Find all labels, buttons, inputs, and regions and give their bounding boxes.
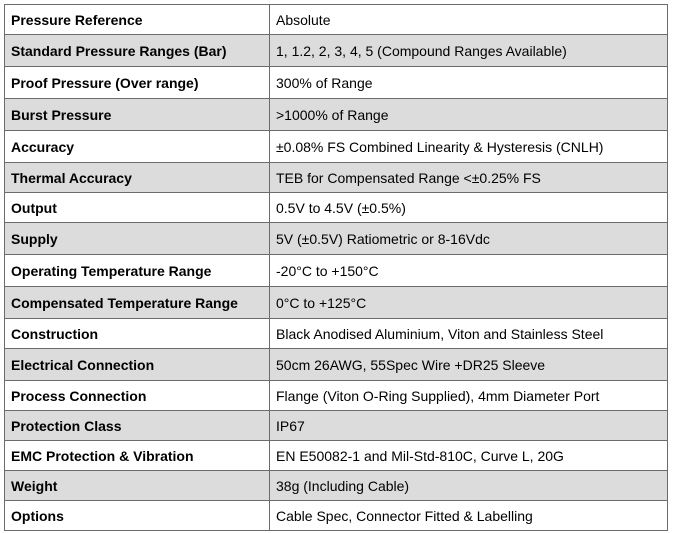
spec-value: IP67 [269, 410, 668, 441]
spec-row-construction: Construction Black Anodised Aluminium, V… [4, 318, 668, 349]
spec-label: Output [4, 192, 270, 223]
spec-value: Flange (Viton O-Ring Supplied), 4mm Diam… [269, 380, 668, 411]
spec-value: Absolute [269, 4, 668, 35]
spec-label: Standard Pressure Ranges (Bar) [4, 34, 270, 67]
spec-table: Pressure Reference Absolute Standard Pre… [4, 4, 668, 531]
spec-row-operating-temperature-range: Operating Temperature Range -20°C to +15… [4, 254, 668, 287]
spec-value: TEB for Compensated Range <±0.25% FS [269, 162, 668, 193]
spec-value: 0.5V to 4.5V (±0.5%) [269, 192, 668, 223]
spec-value: 5V (±0.5V) Ratiometric or 8-16Vdc [269, 222, 668, 255]
spec-label: Accuracy [4, 130, 270, 163]
spec-value: 300% of Range [269, 66, 668, 99]
spec-table-body: Pressure Reference Absolute Standard Pre… [4, 4, 668, 531]
spec-row-accuracy: Accuracy ±0.08% FS Combined Linearity & … [4, 130, 668, 163]
spec-label: Supply [4, 222, 270, 255]
spec-value: -20°C to +150°C [269, 254, 668, 287]
spec-value: ±0.08% FS Combined Linearity & Hysteresi… [269, 130, 668, 163]
spec-row-protection-class: Protection Class IP67 [4, 410, 668, 441]
spec-row-compensated-temperature-range: Compensated Temperature Range 0°C to +12… [4, 286, 668, 319]
spec-label: Thermal Accuracy [4, 162, 270, 193]
spec-row-options: Options Cable Spec, Connector Fitted & L… [4, 500, 668, 531]
spec-row-output: Output 0.5V to 4.5V (±0.5%) [4, 192, 668, 223]
spec-row-pressure-reference: Pressure Reference Absolute [4, 4, 668, 35]
spec-value: 0°C to +125°C [269, 286, 668, 319]
spec-label: EMC Protection & Vibration [4, 440, 270, 471]
spec-label: Proof Pressure (Over range) [4, 66, 270, 99]
spec-label: Weight [4, 470, 270, 501]
spec-row-thermal-accuracy: Thermal Accuracy TEB for Compensated Ran… [4, 162, 668, 193]
spec-label: Construction [4, 318, 270, 349]
spec-label: Options [4, 500, 270, 531]
spec-row-emc-protection-vibration: EMC Protection & Vibration EN E50082-1 a… [4, 440, 668, 471]
spec-label: Operating Temperature Range [4, 254, 270, 287]
spec-label: Compensated Temperature Range [4, 286, 270, 319]
spec-value: >1000% of Range [269, 98, 668, 131]
spec-row-supply: Supply 5V (±0.5V) Ratiometric or 8-16Vdc [4, 222, 668, 255]
spec-row-weight: Weight 38g (Including Cable) [4, 470, 668, 501]
spec-value: Cable Spec, Connector Fitted & Labelling [269, 500, 668, 531]
spec-label: Pressure Reference [4, 4, 270, 35]
spec-value: 50cm 26AWG, 55Spec Wire +DR25 Sleeve [269, 348, 668, 381]
spec-row-burst-pressure: Burst Pressure >1000% of Range [4, 98, 668, 131]
spec-value: EN E50082-1 and Mil-Std-810C, Curve L, 2… [269, 440, 668, 471]
spec-value: 38g (Including Cable) [269, 470, 668, 501]
spec-label: Burst Pressure [4, 98, 270, 131]
spec-value: Black Anodised Aluminium, Viton and Stai… [269, 318, 668, 349]
spec-value: 1, 1.2, 2, 3, 4, 5 (Compound Ranges Avai… [269, 34, 668, 67]
spec-label: Electrical Connection [4, 348, 270, 381]
spec-row-process-connection: Process Connection Flange (Viton O-Ring … [4, 380, 668, 411]
spec-row-electrical-connection: Electrical Connection 50cm 26AWG, 55Spec… [4, 348, 668, 381]
spec-row-standard-pressure-ranges: Standard Pressure Ranges (Bar) 1, 1.2, 2… [4, 34, 668, 67]
spec-label: Protection Class [4, 410, 270, 441]
spec-row-proof-pressure: Proof Pressure (Over range) 300% of Rang… [4, 66, 668, 99]
spec-label: Process Connection [4, 380, 270, 411]
